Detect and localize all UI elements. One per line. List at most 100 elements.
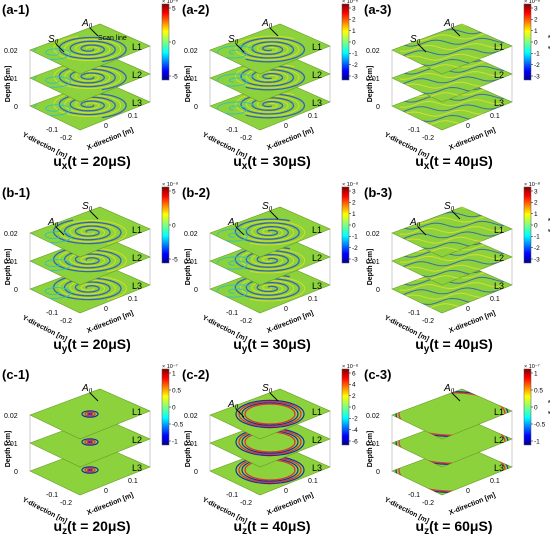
y-axis-tick: -0.1 [46, 127, 58, 134]
colorbar-tick: 0 [352, 404, 356, 411]
depth-tick: 0.02 [4, 231, 18, 238]
annotation-A0: A0 [443, 383, 455, 395]
layer-label: L2 [494, 435, 504, 445]
colorbar-tick: 2 [534, 200, 538, 207]
colorbar: × 10⁻⁸3 2 1 0 -1 -2 -3 [m] [523, 0, 550, 81]
annotation-A0: A0 [443, 18, 455, 30]
colorbar-tick: 5 [172, 5, 176, 12]
depth-tick: 0 [14, 104, 18, 111]
x-axis-tick: 0.1 [490, 113, 500, 120]
x-axis-tick: 0 [284, 306, 288, 313]
colorbar: × 10⁻⁸6 4 2 0 -2 -4 -6 [341, 363, 358, 446]
layer-label: L2 [494, 70, 504, 80]
wave-pattern [81, 410, 99, 418]
y-axis-tick: -0.1 [46, 492, 58, 499]
colorbar-tick: -3 [534, 73, 540, 80]
colorbar-tick: -0.5 [534, 421, 546, 428]
panel-label: (c-3) [364, 367, 391, 382]
layer-label: L3 [494, 281, 504, 291]
layer-surface [209, 206, 331, 258]
colorbar-gradient [341, 368, 350, 446]
x-axis-tick: 0.1 [308, 478, 318, 485]
x-direction-label: X-direction [m] [86, 492, 134, 517]
y-axis-tick: -0.2 [240, 135, 252, 142]
wave-pattern [81, 466, 99, 474]
depth-tick: 0.02 [184, 231, 198, 238]
panel-label: (a-1) [2, 2, 29, 17]
layer-label: L1 [312, 407, 322, 417]
wave-pattern [216, 218, 306, 246]
y-axis-tick: -0.2 [422, 135, 434, 142]
x-axis-tick: 0.1 [308, 296, 318, 303]
y-axis-tick: -0.2 [60, 500, 72, 507]
layer-label: L2 [132, 435, 142, 445]
annotation-arrow [269, 27, 279, 37]
annotation-S0: S0 [410, 34, 421, 46]
colorbar-gradient [341, 3, 350, 81]
x-direction-label: X-direction [m] [86, 310, 134, 335]
depth-axis-label: Depth [cm] [367, 66, 374, 103]
x-axis-tick: 0.1 [128, 478, 138, 485]
depth-tick: 0 [14, 287, 18, 294]
layer-L2: L2 [209, 234, 331, 286]
panel-title: ux(t = 40μS) [415, 153, 493, 172]
colorbar-exponent: × 10⁻⁸ [162, 181, 178, 188]
panel-title: uy(t = 30μS) [233, 336, 311, 355]
x-axis-tick: 0 [104, 488, 108, 495]
colorbar-exponent: × 10⁻⁸ [524, 0, 540, 5]
layer-label: L1 [132, 42, 142, 52]
colorbar-tick: -6 [352, 438, 358, 445]
panel-title: uy(t = 40μS) [415, 336, 493, 355]
panel-title: uy(t = 20μS) [53, 336, 131, 355]
layer-label: L1 [494, 42, 504, 52]
colorbar-exponent: × 10⁻⁸ [342, 0, 358, 5]
colorbar-exponent: × 10⁻⁸ [342, 181, 358, 188]
annotation-A0: A0 [261, 18, 273, 30]
colorbar-gradient [523, 3, 532, 81]
colorbar-tick: 1 [352, 28, 356, 35]
layer-surface [209, 23, 331, 75]
y-axis-tick: -0.1 [226, 127, 238, 134]
depth-tick: 0 [194, 104, 198, 111]
colorbar-tick: 2 [534, 17, 538, 24]
depth-tick: 0.01 [4, 259, 18, 266]
wave-pattern [81, 438, 99, 446]
colorbar-tick: -2 [352, 62, 358, 69]
colorbar-gradient [523, 186, 532, 264]
colorbar-tick: -1 [352, 51, 358, 58]
depth-axis-label: Depth [cm] [185, 431, 192, 468]
layer-L3: L3 [29, 444, 151, 496]
annotation-arrow [417, 43, 427, 53]
colorbar-tick: -5 [172, 73, 178, 80]
depth-tick: 0 [194, 469, 198, 476]
colorbar-gradient [161, 3, 170, 81]
annotation-S0: S0 [82, 201, 93, 213]
annotation-arrow [269, 210, 279, 220]
layer-L1: L1 [209, 388, 331, 440]
x-direction-label: X-direction [m] [266, 492, 314, 517]
colorbar-tick: 0.5 [172, 387, 181, 394]
layer-label: L1 [132, 225, 142, 235]
x-axis-tick: 0 [466, 123, 470, 130]
layer-label: L3 [132, 463, 142, 473]
depth-tick: 0 [14, 469, 18, 476]
layer-label: L3 [312, 281, 322, 291]
x-axis-tick: 0 [284, 488, 288, 495]
colorbar-tick: 0 [172, 404, 176, 411]
annotation-S0: S0 [444, 201, 455, 213]
layer-label: L1 [312, 42, 322, 52]
depth-tick: 0 [376, 104, 380, 111]
colorbar-tick: 1 [534, 211, 538, 218]
depth-tick: 0.01 [366, 76, 380, 83]
colorbar-tick: 6 [352, 370, 356, 377]
depth-axis-label: Depth [cm] [5, 431, 12, 468]
colorbar-tick: -1 [352, 234, 358, 241]
